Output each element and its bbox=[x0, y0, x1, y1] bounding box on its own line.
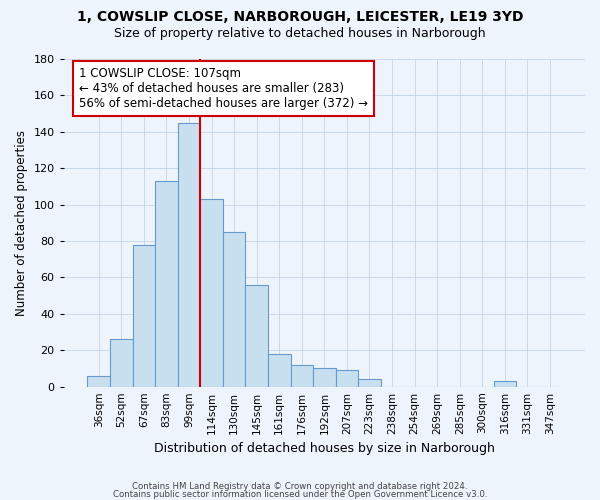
Bar bbox=[110, 340, 133, 386]
Bar bbox=[290, 365, 313, 386]
Bar bbox=[313, 368, 335, 386]
Bar bbox=[494, 381, 516, 386]
Bar bbox=[88, 376, 110, 386]
X-axis label: Distribution of detached houses by size in Narborough: Distribution of detached houses by size … bbox=[154, 442, 495, 455]
Bar bbox=[178, 122, 200, 386]
Bar bbox=[155, 181, 178, 386]
Bar bbox=[223, 232, 245, 386]
Bar bbox=[268, 354, 290, 386]
Text: 1, COWSLIP CLOSE, NARBOROUGH, LEICESTER, LE19 3YD: 1, COWSLIP CLOSE, NARBOROUGH, LEICESTER,… bbox=[77, 10, 523, 24]
Text: Size of property relative to detached houses in Narborough: Size of property relative to detached ho… bbox=[114, 28, 486, 40]
Text: 1 COWSLIP CLOSE: 107sqm
← 43% of detached houses are smaller (283)
56% of semi-d: 1 COWSLIP CLOSE: 107sqm ← 43% of detache… bbox=[79, 67, 368, 110]
Bar bbox=[200, 199, 223, 386]
Y-axis label: Number of detached properties: Number of detached properties bbox=[15, 130, 28, 316]
Bar bbox=[335, 370, 358, 386]
Text: Contains public sector information licensed under the Open Government Licence v3: Contains public sector information licen… bbox=[113, 490, 487, 499]
Bar bbox=[133, 244, 155, 386]
Bar bbox=[358, 380, 381, 386]
Text: Contains HM Land Registry data © Crown copyright and database right 2024.: Contains HM Land Registry data © Crown c… bbox=[132, 482, 468, 491]
Bar bbox=[245, 284, 268, 386]
